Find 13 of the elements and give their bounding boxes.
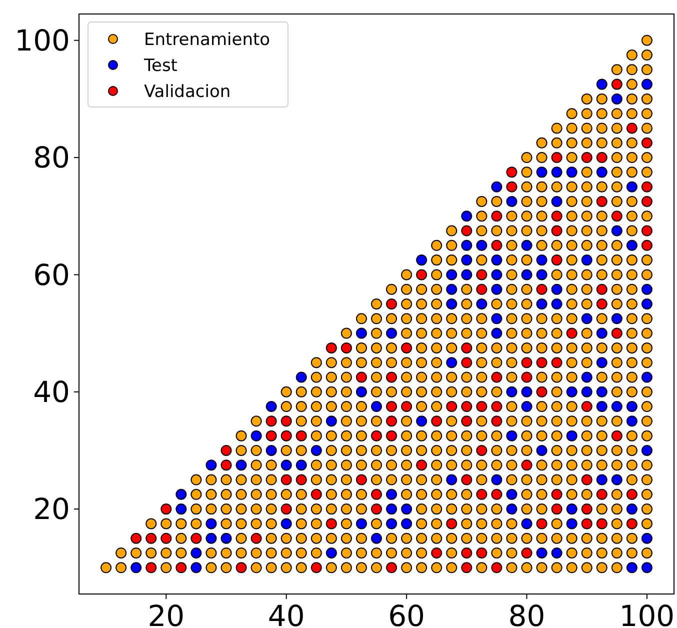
x-tick-label: 40: [268, 599, 305, 628]
x-tick-label: 100: [619, 599, 675, 628]
y-tick-label: 100: [14, 24, 70, 58]
y-tick-label: 20: [33, 492, 70, 526]
x-tick-label: 60: [388, 599, 426, 628]
y-tick-label: 40: [33, 375, 70, 410]
y-tick-label: 80: [33, 140, 70, 175]
legend-label: Validacion: [144, 82, 231, 102]
x-tick-label: 80: [508, 599, 546, 628]
legend-label: Entrenamiento: [144, 30, 270, 50]
x-tick-label: 20: [148, 599, 185, 628]
legend-label: Test: [143, 56, 178, 76]
y-tick-label: 60: [33, 258, 70, 292]
